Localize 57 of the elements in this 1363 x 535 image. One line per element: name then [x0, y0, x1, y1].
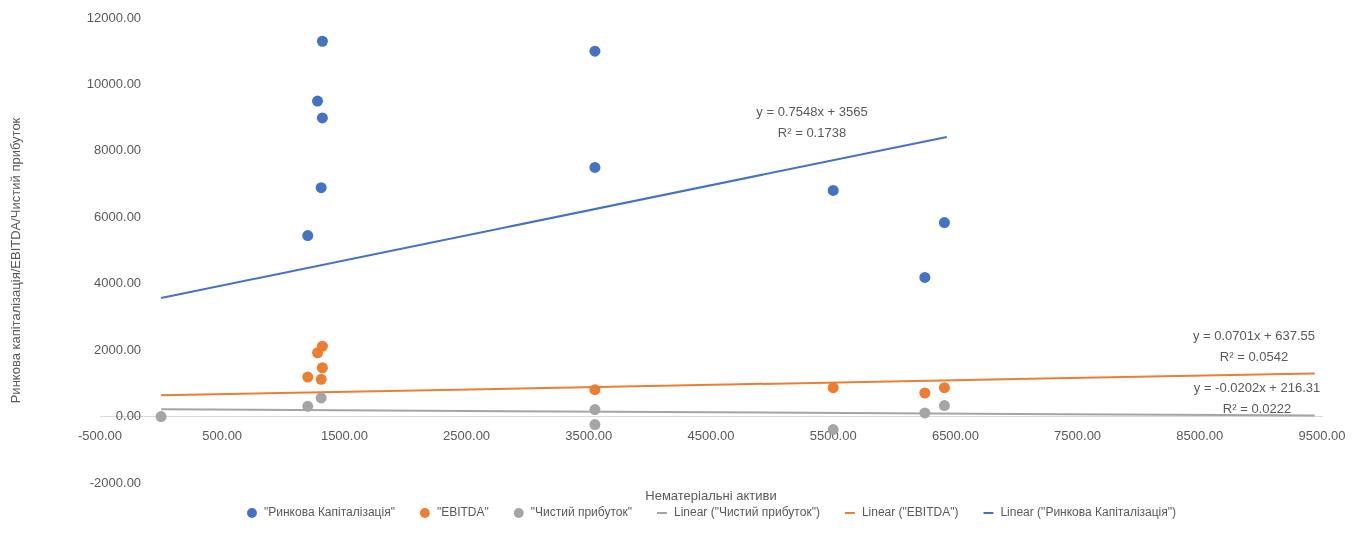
point — [827, 382, 839, 394]
annotation: y = -0.0202x + 216.31 — [1193, 379, 1321, 395]
legend-label: "EBITDA" — [436, 505, 489, 520]
legend-label: Linear ("EBITDA") — [861, 505, 959, 520]
annotation: R² = 0.1738 — [777, 124, 847, 140]
annotation: R² = 0.0222 — [1222, 400, 1292, 416]
point — [589, 161, 601, 173]
y-tick-label: 12000.00 — [86, 9, 142, 25]
x-axis-title: Нематеріальні активи — [645, 487, 777, 503]
point — [589, 404, 601, 416]
point — [938, 400, 950, 412]
point — [919, 271, 931, 283]
point — [938, 217, 950, 229]
y-tick-label: -2000.00 — [89, 474, 142, 490]
point — [155, 411, 167, 423]
y-tick-label: 4000.00 — [94, 275, 142, 291]
x-tick-label: -500.00 — [77, 427, 123, 443]
annotation: R² = 0.0542 — [1219, 348, 1289, 364]
legend-label: Linear ("Ринкова Капіталізація") — [1000, 505, 1177, 520]
y-tick-label: 2000.00 — [94, 341, 142, 357]
point — [312, 95, 324, 107]
x-tick-label: 3500.00 — [565, 427, 613, 443]
y-axis-title: Ринкова капіталізація/EBITDA/Чистий прибуток — [7, 117, 23, 404]
legend-label: Linear ("Чистий прибуток") — [673, 505, 820, 520]
x-tick-label: 2500.00 — [443, 427, 491, 443]
point — [827, 184, 839, 196]
point — [316, 340, 328, 352]
x-tick-label: 500.00 — [202, 427, 243, 443]
point — [919, 407, 931, 419]
x-tick-label: 6500.00 — [931, 427, 979, 443]
point — [589, 45, 601, 57]
y-tick-label: 10000.00 — [86, 76, 142, 92]
point — [302, 371, 314, 383]
point — [919, 387, 931, 399]
x-tick-label: 4500.00 — [687, 427, 735, 443]
x-tick-label: 8500.00 — [1176, 427, 1224, 443]
point — [302, 230, 314, 242]
x-tick-label: 9500.00 — [1298, 427, 1346, 443]
annotation: y = 0.0701x + 637.55 — [1192, 327, 1316, 343]
y-tick-label: 0.00 — [115, 408, 142, 424]
point — [315, 182, 327, 194]
y-tick-label: 8000.00 — [94, 142, 142, 158]
point — [316, 362, 328, 374]
point — [589, 384, 601, 396]
x-tick-label: 1500.00 — [320, 427, 368, 443]
x-tick-label: 7500.00 — [1054, 427, 1102, 443]
y-tick-label: 6000.00 — [94, 208, 142, 224]
point — [938, 382, 950, 394]
point — [315, 392, 327, 404]
point — [315, 373, 327, 385]
point — [589, 419, 601, 431]
point — [316, 112, 328, 124]
annotation: y = 0.7548x + 3565 — [756, 103, 868, 119]
point — [302, 400, 314, 412]
point — [316, 35, 328, 47]
legend-label: "Ринкова Капіталізація" — [263, 505, 395, 520]
legend-label: "Чистий прибуток" — [530, 505, 632, 520]
